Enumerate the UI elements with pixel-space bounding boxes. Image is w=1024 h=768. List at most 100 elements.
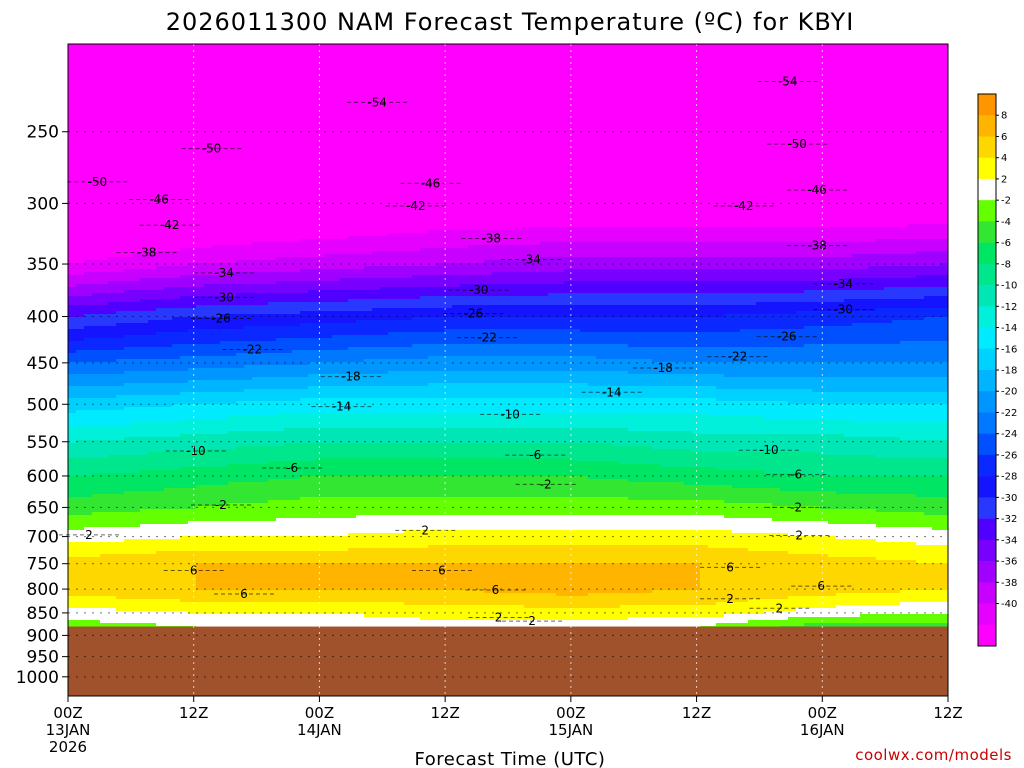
heat-cell (220, 566, 229, 570)
heat-cell (108, 500, 117, 504)
heat-cell (164, 476, 173, 480)
heat-cell (116, 245, 125, 249)
heat-cell (124, 137, 133, 141)
heat-cell (156, 362, 165, 366)
heat-cell (92, 551, 101, 555)
heat-cell (156, 416, 165, 420)
heat-cell (92, 563, 101, 567)
heat-cell (124, 65, 133, 69)
heat-cell (108, 617, 117, 621)
heat-cell (236, 536, 245, 540)
heat-cell (244, 188, 253, 192)
heat-cell (260, 485, 269, 489)
heat-cell (268, 173, 277, 177)
heat-cell (76, 473, 85, 477)
heat-cell (252, 380, 261, 384)
heat-cell (100, 149, 109, 153)
heat-cell (108, 590, 117, 594)
heat-cell (140, 410, 149, 414)
heat-cell (108, 260, 117, 264)
heat-cell (68, 218, 77, 222)
heat-cell (220, 65, 229, 69)
heat-cell (156, 374, 165, 378)
heat-cell (172, 374, 181, 378)
heat-cell (116, 209, 125, 213)
heat-cell (84, 212, 93, 216)
heat-cell (228, 599, 237, 603)
heat-cell (260, 161, 269, 165)
heat-cell (188, 398, 197, 402)
heat-cell (196, 620, 205, 624)
heat-cell (116, 56, 125, 60)
heat-cell (180, 188, 189, 192)
heat-cell (268, 227, 277, 231)
heat-cell (196, 377, 205, 381)
heat-cell (252, 347, 261, 351)
heat-cell (76, 407, 85, 411)
heat-cell (148, 461, 157, 465)
heat-cell (100, 281, 109, 285)
heat-cell (172, 218, 181, 222)
heat-cell (172, 407, 181, 411)
heat-cell (116, 557, 125, 561)
heat-cell (156, 71, 165, 75)
heat-cell (204, 254, 213, 258)
heat-cell (236, 500, 245, 504)
heat-cell (100, 116, 109, 120)
heat-cell (140, 179, 149, 183)
heat-cell (228, 152, 237, 156)
heat-cell (92, 125, 101, 129)
heat-cell (172, 98, 181, 102)
heat-cell (228, 491, 237, 495)
heat-cell (228, 125, 237, 129)
heat-cell (76, 458, 85, 462)
heat-cell (220, 557, 229, 561)
heat-cell (148, 266, 157, 270)
heat-cell (180, 311, 189, 315)
heat-cell (164, 485, 173, 489)
heat-cell (220, 329, 229, 333)
heat-cell (244, 272, 253, 276)
heat-cell (132, 305, 141, 309)
heat-cell (172, 611, 181, 615)
heat-cell (260, 152, 269, 156)
heat-cell (100, 371, 109, 375)
heat-cell (84, 602, 93, 606)
heat-cell (156, 446, 165, 450)
heat-cell (92, 575, 101, 579)
heat-cell (156, 242, 165, 246)
heat-cell (132, 47, 141, 51)
heat-cell (220, 527, 229, 531)
heat-cell (68, 434, 77, 438)
heat-cell (132, 167, 141, 171)
heat-cell (132, 467, 141, 471)
heat-cell (76, 428, 85, 432)
heat-cell (148, 227, 157, 231)
heat-cell (108, 347, 117, 351)
heat-cell (140, 485, 149, 489)
heat-cell (252, 188, 261, 192)
heat-cell (164, 620, 173, 624)
heat-cell (220, 581, 229, 585)
heat-cell (228, 71, 237, 75)
heat-cell (172, 341, 181, 345)
heat-cell (188, 392, 197, 396)
heat-cell (188, 203, 197, 207)
heat-cell (244, 434, 253, 438)
heat-cell (204, 236, 213, 240)
heat-cell (108, 53, 117, 57)
heat-cell (92, 530, 101, 534)
heat-cell (204, 518, 213, 522)
heat-cell (140, 422, 149, 426)
heat-cell (172, 386, 181, 390)
heat-cell (92, 62, 101, 66)
heat-cell (68, 62, 77, 66)
heat-cell (172, 47, 181, 51)
heat-cell (204, 587, 213, 591)
heat-cell (228, 380, 237, 384)
heat-cell (228, 512, 237, 516)
heat-cell (116, 536, 125, 540)
heat-cell (228, 182, 237, 186)
heat-cell (196, 260, 205, 264)
heat-cell (140, 545, 149, 549)
